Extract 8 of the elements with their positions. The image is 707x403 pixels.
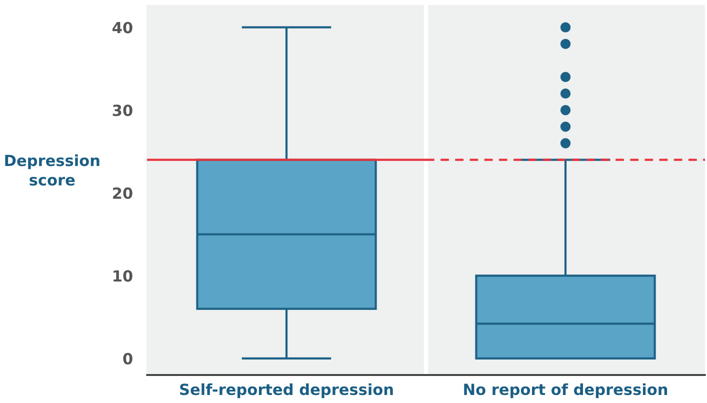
y-tick-label: 0	[123, 352, 132, 364]
y-tick-label: 10	[114, 270, 132, 282]
y-tick-label: 30	[112, 104, 132, 116]
x-tick-label: No report of depression	[464, 383, 668, 398]
y-axis-title: Depression score	[5, 154, 100, 186]
y-tick-label: 40	[112, 22, 132, 34]
y-tick-label: 20	[113, 187, 132, 199]
x-tick-label: Self-reported depression	[180, 383, 393, 398]
